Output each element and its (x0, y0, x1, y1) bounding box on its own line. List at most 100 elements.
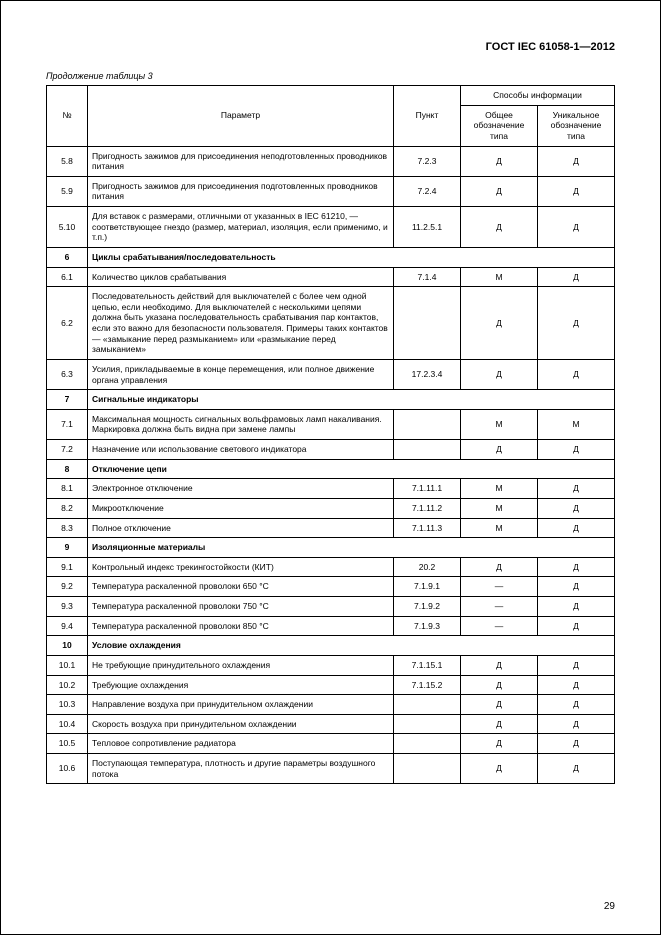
row-clause: 7.1.15.1 (394, 655, 461, 675)
row-unique: М (538, 409, 615, 439)
row-clause (394, 734, 461, 754)
table-row: 7.1Максимальная мощность сигнальных воль… (47, 409, 615, 439)
row-general: Д (461, 695, 538, 715)
row-general: Д (461, 440, 538, 460)
row-num: 10.3 (47, 695, 88, 715)
row-section-title: Циклы срабатывания/последовательность (88, 247, 615, 267)
row-general: М (461, 498, 538, 518)
row-unique: Д (538, 734, 615, 754)
row-clause (394, 754, 461, 784)
row-clause: 7.1.11.1 (394, 479, 461, 499)
row-num: 10.6 (47, 754, 88, 784)
row-param: Скорость воздуха при принудительном охла… (88, 714, 394, 734)
row-general: М (461, 267, 538, 287)
col-header-info-general: Общее обозначение типа (461, 105, 538, 146)
table-row: 5.10Для вставок с размерами, отличными о… (47, 207, 615, 248)
row-unique: Д (538, 577, 615, 597)
parameters-table: № Параметр Пункт Способы информации Обще… (46, 85, 615, 784)
table-row: 10.4Скорость воздуха при принудительном … (47, 714, 615, 734)
table-row: 6.2Последовательность действий для выклю… (47, 287, 615, 360)
row-num: 9.4 (47, 616, 88, 636)
col-header-param: Параметр (88, 86, 394, 147)
row-clause: 7.2.3 (394, 146, 461, 176)
row-general: — (461, 597, 538, 617)
row-clause (394, 695, 461, 715)
row-clause (394, 409, 461, 439)
table-row: 6.1Количество циклов срабатывания7.1.4МД (47, 267, 615, 287)
row-param: Температура раскаленной проволоки 850 °С (88, 616, 394, 636)
table-body: 5.8Пригодность зажимов для присоединения… (47, 146, 615, 784)
row-unique: Д (538, 675, 615, 695)
row-general: Д (461, 655, 538, 675)
table-row: 7.2Назначение или использование световог… (47, 440, 615, 460)
row-num: 8.3 (47, 518, 88, 538)
table-row: 9.3Температура раскаленной проволоки 750… (47, 597, 615, 617)
row-num: 6.1 (47, 267, 88, 287)
table-row: 9.2Температура раскаленной проволоки 650… (47, 577, 615, 597)
row-section-title: Сигнальные индикаторы (88, 390, 615, 410)
row-unique: Д (538, 754, 615, 784)
row-general: Д (461, 714, 538, 734)
row-clause (394, 714, 461, 734)
row-param: Пригодность зажимов для присоединения не… (88, 146, 394, 176)
row-num: 10.2 (47, 675, 88, 695)
row-unique: Д (538, 287, 615, 360)
row-num: 10.1 (47, 655, 88, 675)
page-container: ГОСТ IEC 61058-1—2012 Продолжение таблиц… (0, 0, 661, 935)
row-clause (394, 287, 461, 360)
row-num: 9.3 (47, 597, 88, 617)
row-param: Количество циклов срабатывания (88, 267, 394, 287)
table-head: № Параметр Пункт Способы информации Обще… (47, 86, 615, 147)
row-unique: Д (538, 498, 615, 518)
col-header-num: № (47, 86, 88, 147)
row-clause (394, 440, 461, 460)
row-clause: 7.1.4 (394, 267, 461, 287)
col-header-info-unique: Уникальное обозначение типа (538, 105, 615, 146)
row-unique: Д (538, 267, 615, 287)
row-general: Д (461, 207, 538, 248)
row-clause: 20.2 (394, 557, 461, 577)
row-unique: Д (538, 440, 615, 460)
page-number: 29 (604, 901, 615, 912)
row-num: 8 (47, 459, 88, 479)
table-row: 8.1Электронное отключение7.1.11.1МД (47, 479, 615, 499)
row-unique: Д (538, 597, 615, 617)
table-row: 8.3Полное отключение7.1.11.3МД (47, 518, 615, 538)
row-clause: 7.1.9.2 (394, 597, 461, 617)
row-num: 10.5 (47, 734, 88, 754)
row-general: Д (461, 359, 538, 389)
row-num: 5.10 (47, 207, 88, 248)
row-num: 6 (47, 247, 88, 267)
row-num: 5.9 (47, 176, 88, 206)
row-unique: Д (538, 714, 615, 734)
row-unique: Д (538, 176, 615, 206)
row-param: Максимальная мощность сигнальных вольфра… (88, 409, 394, 439)
row-num: 6.2 (47, 287, 88, 360)
row-general: Д (461, 734, 538, 754)
row-section-title: Отключение цепи (88, 459, 615, 479)
col-header-clause: Пункт (394, 86, 461, 147)
table-row: 9Изоляционные материалы (47, 538, 615, 558)
row-num: 9.1 (47, 557, 88, 577)
row-unique: Д (538, 518, 615, 538)
row-param: Температура раскаленной проволоки 650 °С (88, 577, 394, 597)
row-param: Пригодность зажимов для присоединения по… (88, 176, 394, 206)
row-unique: Д (538, 146, 615, 176)
row-num: 7 (47, 390, 88, 410)
table-row: 10.2Требующие охлаждения7.1.15.2ДД (47, 675, 615, 695)
row-general: Д (461, 176, 538, 206)
row-clause: 7.2.4 (394, 176, 461, 206)
row-param: Микроотключение (88, 498, 394, 518)
row-unique: Д (538, 557, 615, 577)
row-num: 7.2 (47, 440, 88, 460)
table-row: 10.5Тепловое сопротивление радиатора ДД (47, 734, 615, 754)
row-clause: 7.1.11.2 (394, 498, 461, 518)
row-clause: 17.2.3.4 (394, 359, 461, 389)
table-row: 6.3Усилия, прикладываемые в конце переме… (47, 359, 615, 389)
row-param: Электронное отключение (88, 479, 394, 499)
row-param: Тепловое сопротивление радиатора (88, 734, 394, 754)
row-general: Д (461, 754, 538, 784)
row-general: М (461, 409, 538, 439)
row-num: 6.3 (47, 359, 88, 389)
row-num: 7.1 (47, 409, 88, 439)
